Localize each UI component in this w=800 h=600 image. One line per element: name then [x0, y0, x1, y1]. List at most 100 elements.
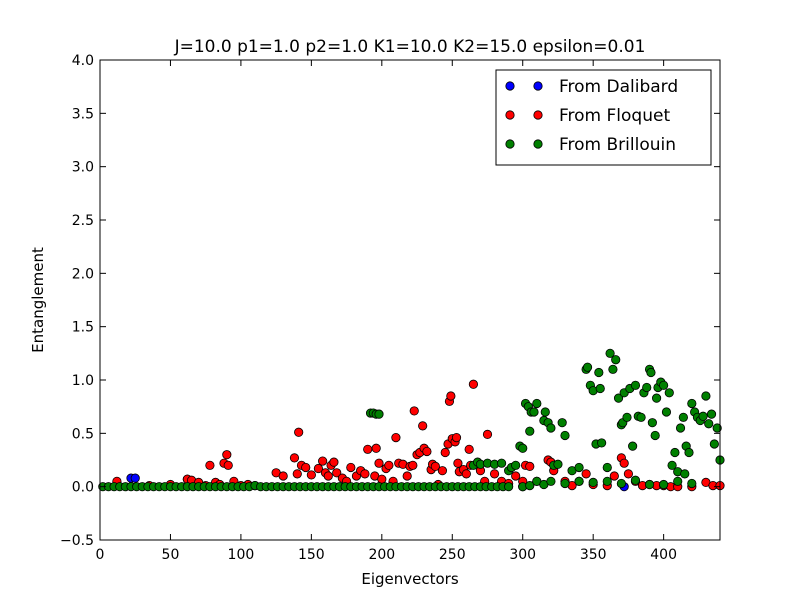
point-1-66	[446, 391, 456, 401]
y-tick-label-8: 3.5	[72, 106, 94, 122]
point-2-112	[602, 462, 612, 473]
point-2-120	[622, 412, 632, 422]
point-2-131	[650, 430, 660, 441]
point-1-63	[440, 447, 450, 458]
point-1-11	[222, 450, 232, 460]
y-tick-label-3: 1.0	[72, 373, 94, 389]
point-2-135	[659, 380, 669, 390]
point-2-161	[560, 478, 570, 489]
point-2-144	[684, 447, 694, 458]
legend-marker-1-0	[505, 110, 515, 120]
point-2-150	[701, 391, 711, 401]
point-2-157	[525, 480, 535, 491]
point-2-170	[680, 469, 690, 479]
y-tick-label-4: 1.5	[72, 320, 94, 336]
x-tick-label-8: 400	[650, 547, 677, 563]
point-1-97	[609, 471, 619, 481]
point-1-57	[422, 446, 432, 457]
point-1-30	[329, 457, 339, 467]
point-2-166	[630, 475, 641, 485]
point-1-19	[289, 453, 300, 463]
legend-label-1: From Floquet	[559, 106, 670, 126]
legend-label-0: From Dalibard	[559, 77, 678, 97]
legend-marker-2-0	[505, 139, 515, 149]
point-1-41	[374, 458, 384, 468]
point-1-100	[623, 469, 634, 479]
point-2-114	[608, 364, 618, 374]
point-2-136	[661, 407, 672, 417]
x-tick-label-2: 100	[228, 547, 255, 563]
point-2-164	[602, 476, 612, 486]
point-1-12	[223, 460, 233, 470]
point-2-139	[670, 447, 680, 458]
point-1-69	[451, 432, 462, 443]
point-1-73	[461, 469, 471, 479]
point-2-162	[574, 476, 584, 486]
y-tick-label-7: 3.0	[72, 160, 94, 176]
point-2-153	[709, 439, 719, 449]
point-1-25	[313, 463, 324, 474]
point-1-62	[437, 466, 448, 476]
point-2-149	[698, 411, 708, 421]
point-1-55	[418, 421, 428, 431]
point-1-34	[346, 462, 356, 473]
point-2-142	[678, 412, 688, 422]
point-2-145	[687, 398, 697, 409]
point-2-82	[496, 458, 507, 468]
point-1-60	[430, 461, 440, 471]
point-2-87	[518, 443, 528, 453]
point-1-51	[408, 460, 418, 470]
point-2-97	[546, 423, 556, 433]
legend: From Dalibard From Floquet From Brillouin	[495, 69, 712, 166]
point-1-37	[360, 469, 370, 479]
x-tick-label-7: 350	[580, 547, 607, 563]
point-1-20	[292, 469, 302, 479]
plot-frame	[99, 59, 721, 541]
point-2-111	[597, 438, 607, 448]
legend-marker-2-1	[533, 139, 543, 149]
point-2-169	[673, 476, 683, 486]
y-tick-label-5: 2.0	[72, 266, 94, 282]
points-layer	[98, 348, 725, 492]
point-1-94	[581, 469, 591, 479]
point-2-160	[546, 476, 556, 486]
point-1-38	[363, 444, 373, 454]
x-tick-label-3: 150	[298, 547, 325, 563]
legend-label-2: From Brillouin	[559, 135, 676, 155]
point-2-141	[675, 423, 686, 433]
point-2-95	[540, 407, 550, 417]
point-2-72	[504, 482, 514, 492]
point-1-24	[306, 470, 316, 480]
point-2-113	[605, 348, 615, 358]
point-2-132	[651, 393, 662, 403]
point-2-138	[667, 460, 677, 470]
point-1-83	[511, 471, 521, 481]
point-2-76	[374, 409, 384, 419]
point-2-115	[611, 355, 621, 365]
point-1-79	[482, 429, 493, 439]
point-2-116	[613, 393, 624, 403]
point-2-152	[706, 409, 717, 419]
point-2-99	[553, 459, 563, 469]
point-2-127	[642, 382, 652, 393]
x-axis-label: Eigenvectors	[361, 570, 458, 588]
point-1-28	[323, 471, 333, 481]
point-2-105	[582, 362, 593, 372]
point-2-93	[532, 398, 542, 409]
x-tick-label-6: 300	[509, 547, 536, 563]
point-2-92	[529, 407, 539, 417]
point-1-46	[391, 432, 401, 443]
point-1-21	[294, 427, 304, 437]
point-0-1	[130, 473, 140, 483]
point-2-122	[628, 441, 638, 451]
x-tick-label-1: 50	[162, 547, 180, 563]
chart-title: J=10.0 p1=1.0 p2=1.0 K1=10.0 K2=15.0 eps…	[174, 37, 646, 57]
x-tick-label-0: 0	[96, 547, 105, 563]
legend-box	[495, 69, 712, 166]
point-2-129	[646, 367, 656, 378]
x-tick-label-4: 200	[368, 547, 395, 563]
point-1-99	[619, 458, 629, 468]
point-1-31	[332, 468, 342, 478]
point-2-168	[659, 479, 669, 490]
